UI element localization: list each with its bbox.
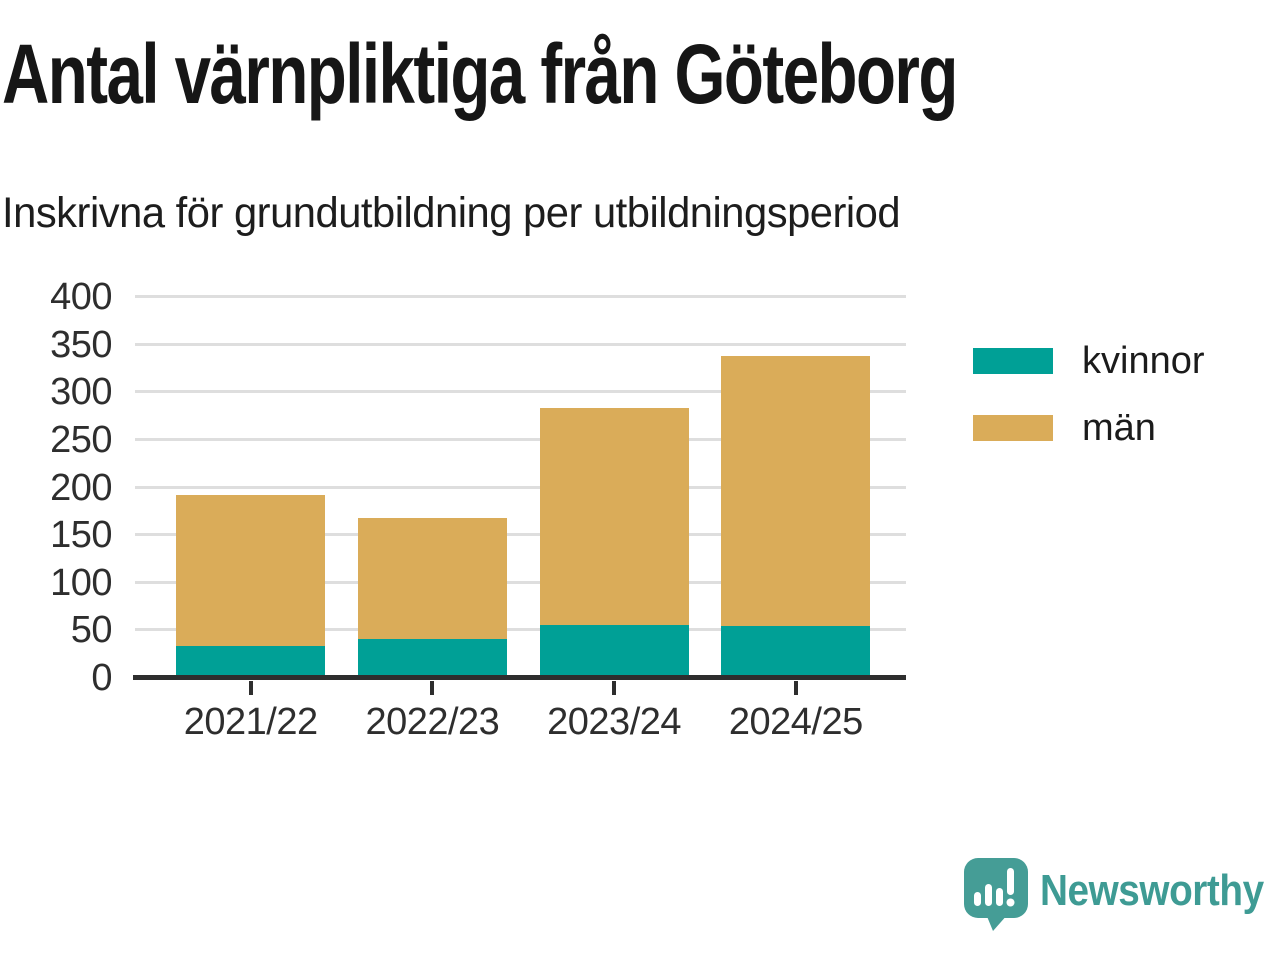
y-tick-label-150: 150: [50, 514, 112, 557]
brand-wordmark-text: Newsworthy: [1040, 866, 1264, 915]
chart-title-text: Antal värnpliktiga från Göteborg: [2, 27, 958, 121]
bar-segment-män-2024/25: [721, 356, 871, 626]
legend-label-män: män: [1082, 407, 1156, 449]
gridline-150: [135, 533, 906, 537]
y-tick-label-300: 300: [50, 371, 112, 414]
bar-segment-män-2022/23: [357, 518, 507, 639]
bar-segment-män-2021/22: [176, 495, 326, 646]
legend-label-kvinnor: kvinnor: [1082, 340, 1205, 382]
bar-segment-kvinnor-2023/24: [539, 624, 689, 678]
chart-title: Antal värnpliktiga från Göteborg: [2, 28, 1226, 120]
legend-swatch-kvinnor: [973, 348, 1053, 374]
bar-segment-kvinnor-2022/23: [357, 638, 507, 678]
gridline-100: [135, 580, 906, 584]
legend-item-kvinnor: kvinnor: [973, 342, 1205, 380]
y-tick-label-350: 350: [50, 323, 112, 366]
x-tick-2023/24: [612, 681, 617, 695]
x-tick-label-2021/22: 2021/22: [183, 701, 318, 743]
gridline-50: [135, 628, 906, 632]
gridline-400: [135, 295, 906, 298]
gridline-300: [135, 390, 906, 394]
brand-footer: Newsworthy: [964, 858, 1280, 932]
y-tick-label-250: 250: [50, 418, 112, 461]
x-tick-label-2023/24: 2023/24: [547, 701, 682, 743]
x-tick-2021/22: [248, 681, 253, 695]
y-tick-label-400: 400: [50, 276, 112, 318]
x-axis-line: [133, 675, 906, 680]
gridline-350: [135, 342, 906, 346]
x-tick-2022/23: [430, 681, 435, 695]
brand-wordmark: Newsworthy: [1040, 866, 1280, 916]
y-tick-label-200: 200: [50, 466, 112, 509]
y-tick-label-100: 100: [50, 561, 112, 604]
bar-segment-kvinnor-2021/22: [176, 645, 326, 678]
bar-segment-kvinnor-2024/25: [721, 625, 871, 678]
y-tick-label-50: 50: [70, 609, 113, 652]
x-tick-2024/25: [793, 681, 798, 695]
newsworthy-speech-bubble-barchart-icon: [964, 858, 1028, 931]
y-axis: 0 50 100 150 200 250 300 350 400: [0, 276, 113, 699]
chart-legend: kvinnor män: [973, 342, 1205, 476]
bar-segment-män-2023/24: [539, 408, 689, 625]
gridline-250: [135, 437, 906, 441]
chart-subtitle-text: Inskrivna för grundutbildning per utbild…: [2, 189, 901, 237]
legend-item-män: män: [973, 409, 1205, 447]
plot-area: 2021/22 2022/23 2023/24 2024/25: [133, 295, 906, 743]
gridline-200: [135, 485, 906, 489]
y-tick-label-0: 0: [91, 657, 112, 699]
x-tick-label-2022/23: 2022/23: [365, 701, 500, 743]
x-tick-label-2024/25: 2024/25: [728, 701, 863, 743]
chart-subtitle: Inskrivna för grundutbildning per utbild…: [2, 186, 928, 240]
legend-swatch-män: [973, 415, 1053, 441]
